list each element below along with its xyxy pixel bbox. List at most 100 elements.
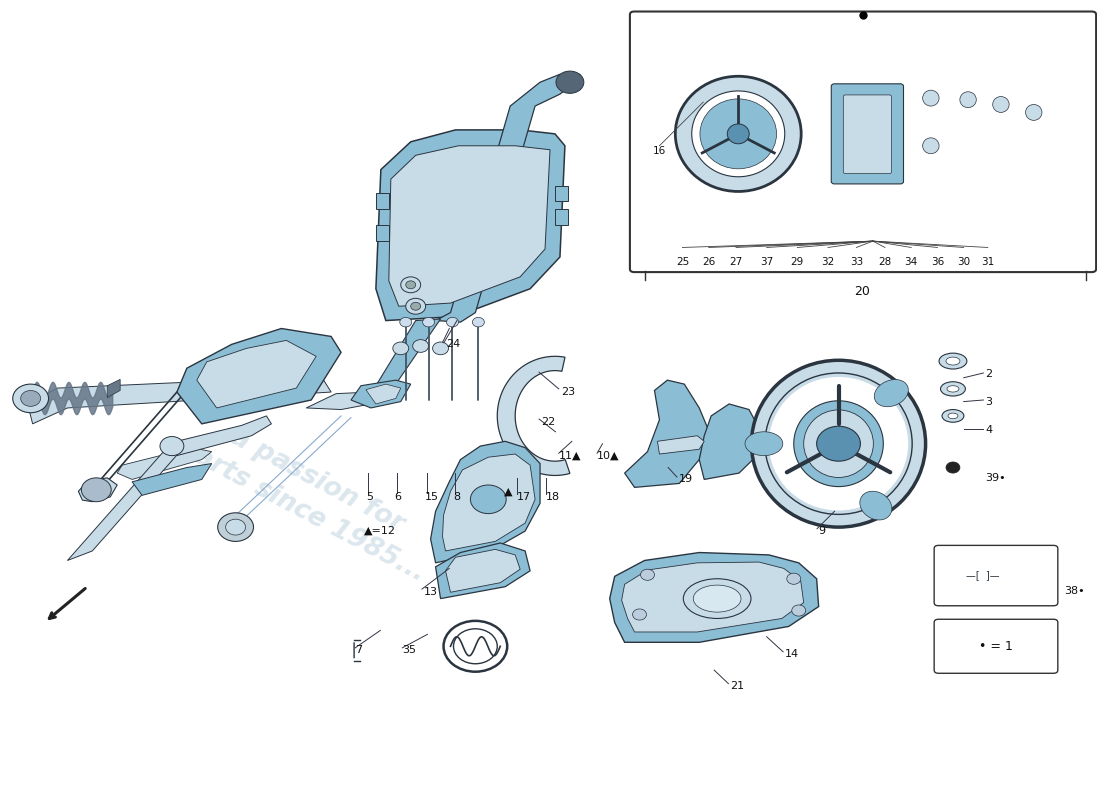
Ellipse shape	[693, 585, 741, 612]
Ellipse shape	[923, 138, 939, 154]
Text: 13: 13	[425, 587, 438, 598]
Text: 27: 27	[729, 257, 743, 267]
Polygon shape	[446, 550, 520, 592]
Polygon shape	[132, 463, 211, 495]
Text: 18: 18	[546, 492, 560, 502]
Circle shape	[400, 277, 420, 293]
Circle shape	[786, 573, 801, 584]
Text: 23: 23	[561, 387, 575, 397]
Circle shape	[406, 281, 416, 289]
Polygon shape	[497, 356, 570, 475]
Polygon shape	[436, 543, 530, 598]
Text: 25: 25	[675, 257, 689, 267]
Ellipse shape	[940, 382, 966, 396]
Circle shape	[410, 302, 420, 310]
Text: 26: 26	[702, 257, 715, 267]
Text: 9: 9	[818, 526, 825, 536]
Text: 6: 6	[395, 492, 402, 502]
Polygon shape	[306, 392, 371, 410]
Circle shape	[412, 340, 429, 352]
Polygon shape	[118, 448, 211, 479]
Text: 30: 30	[957, 257, 970, 267]
Circle shape	[21, 390, 41, 406]
Text: a passion for
parts since 1985...: a passion for parts since 1985...	[173, 404, 446, 586]
FancyBboxPatch shape	[630, 11, 1096, 272]
Text: 22: 22	[541, 418, 556, 427]
Ellipse shape	[751, 360, 925, 527]
Text: 36: 36	[931, 257, 944, 267]
Ellipse shape	[769, 377, 909, 510]
Circle shape	[472, 318, 484, 327]
Polygon shape	[177, 329, 341, 424]
Text: ▲=12: ▲=12	[364, 526, 396, 536]
Text: 28: 28	[878, 257, 891, 267]
Circle shape	[447, 318, 459, 327]
Text: 21: 21	[730, 681, 745, 691]
Circle shape	[13, 384, 48, 413]
Ellipse shape	[942, 410, 964, 422]
Ellipse shape	[745, 432, 783, 456]
Text: 20: 20	[854, 285, 870, 298]
Text: 24: 24	[446, 339, 460, 350]
Circle shape	[218, 513, 253, 542]
Circle shape	[640, 570, 654, 580]
FancyBboxPatch shape	[934, 619, 1058, 674]
Ellipse shape	[948, 413, 958, 418]
Ellipse shape	[692, 91, 784, 177]
Text: 19: 19	[679, 474, 693, 485]
Text: 15: 15	[426, 492, 439, 502]
Text: 5: 5	[366, 492, 373, 502]
Text: 37: 37	[760, 257, 773, 267]
Polygon shape	[621, 562, 804, 632]
Polygon shape	[107, 379, 120, 398]
Text: 11▲: 11▲	[559, 450, 581, 461]
Text: —[  ]—: —[ ]—	[966, 570, 999, 580]
Circle shape	[471, 485, 506, 514]
Ellipse shape	[874, 379, 909, 406]
Polygon shape	[78, 478, 118, 502]
Polygon shape	[351, 380, 410, 408]
Text: 14: 14	[785, 650, 800, 659]
Ellipse shape	[804, 410, 873, 478]
Circle shape	[81, 478, 111, 502]
Polygon shape	[31, 388, 41, 408]
Text: 38•: 38•	[1065, 586, 1085, 596]
Polygon shape	[658, 436, 704, 454]
Ellipse shape	[992, 97, 1009, 113]
Circle shape	[432, 342, 449, 354]
Ellipse shape	[947, 386, 959, 392]
Polygon shape	[625, 380, 710, 487]
Polygon shape	[197, 341, 316, 408]
Ellipse shape	[939, 353, 967, 369]
Polygon shape	[609, 553, 818, 642]
Circle shape	[792, 605, 805, 616]
Polygon shape	[556, 210, 568, 226]
Circle shape	[399, 318, 411, 327]
Ellipse shape	[946, 357, 960, 365]
Polygon shape	[442, 454, 535, 551]
Circle shape	[160, 437, 184, 456]
Text: 4: 4	[986, 425, 992, 435]
Polygon shape	[436, 74, 575, 322]
Polygon shape	[556, 186, 568, 202]
Ellipse shape	[675, 76, 801, 191]
Circle shape	[226, 519, 245, 535]
FancyBboxPatch shape	[832, 84, 903, 184]
Circle shape	[406, 298, 426, 314]
Ellipse shape	[1025, 105, 1042, 120]
Circle shape	[422, 318, 435, 327]
FancyBboxPatch shape	[934, 546, 1058, 606]
Polygon shape	[28, 376, 331, 424]
Text: 8: 8	[453, 492, 461, 502]
Polygon shape	[388, 146, 550, 306]
Text: 2: 2	[986, 369, 992, 378]
Polygon shape	[430, 442, 540, 563]
Text: • = 1: • = 1	[979, 640, 1012, 653]
Polygon shape	[67, 438, 191, 561]
Text: 31: 31	[981, 257, 994, 267]
Polygon shape	[376, 194, 388, 210]
Ellipse shape	[794, 401, 883, 486]
Polygon shape	[376, 130, 565, 321]
Circle shape	[632, 609, 647, 620]
Ellipse shape	[923, 90, 939, 106]
